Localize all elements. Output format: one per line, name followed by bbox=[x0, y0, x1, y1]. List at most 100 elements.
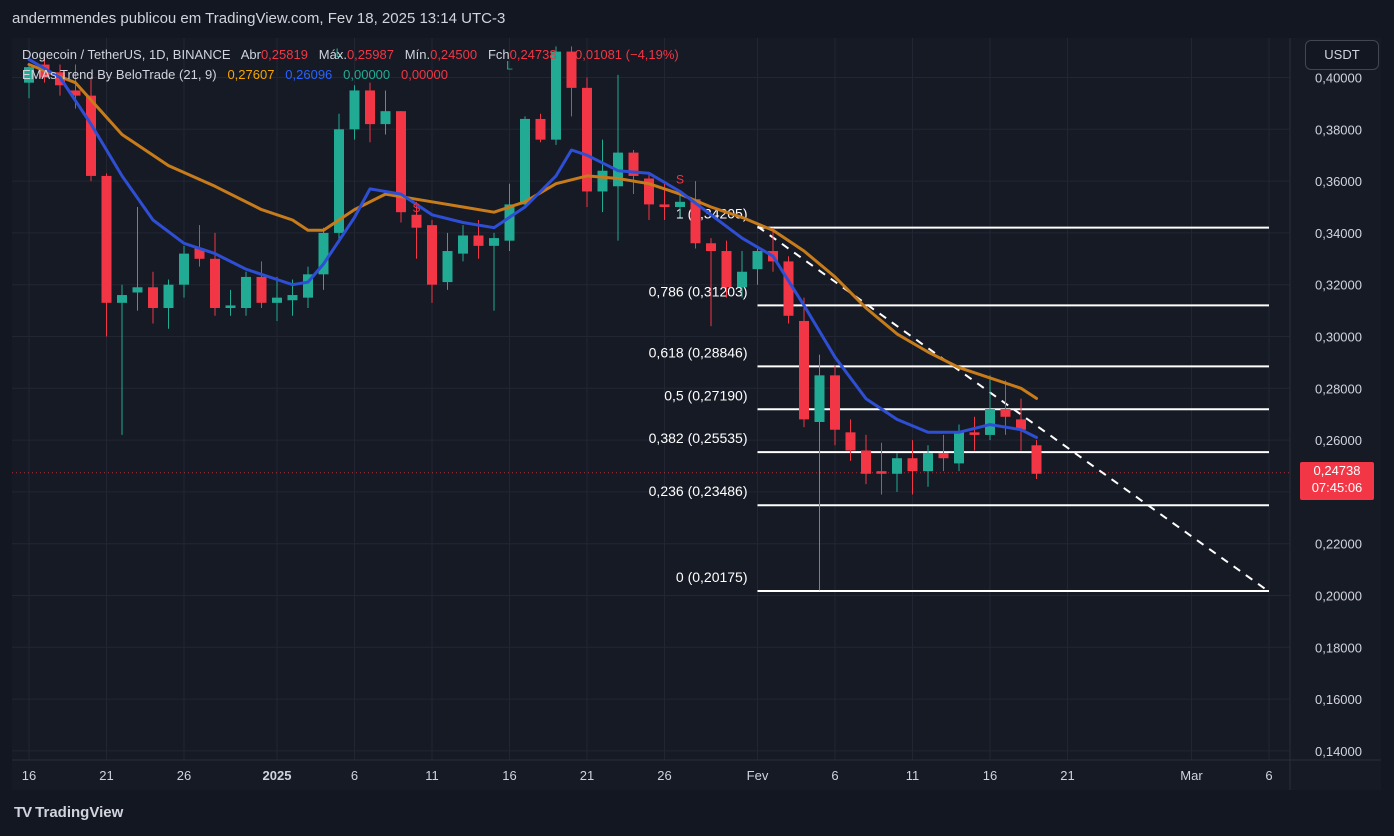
candle bbox=[489, 232, 499, 311]
candle-body bbox=[675, 201, 685, 207]
close-value: 0,24738 bbox=[509, 47, 557, 62]
candle bbox=[427, 219, 437, 303]
ema-9-line bbox=[27, 57, 1038, 439]
candle-body bbox=[117, 295, 127, 303]
indicator-name[interactable]: EMAs Trend By BeloTrade (21, 9) bbox=[22, 67, 217, 82]
publisher-text: andermmendes publicou em TradingView.com… bbox=[12, 10, 506, 27]
candle bbox=[675, 194, 685, 218]
ema-21-line bbox=[27, 63, 1038, 400]
time-tick-label: 26 bbox=[657, 768, 671, 783]
signal-marker: S bbox=[676, 173, 684, 187]
candle-body bbox=[194, 248, 205, 259]
candle-body bbox=[551, 51, 561, 140]
candle-body bbox=[706, 243, 716, 252]
fib-level-label: 0,382 (0,25535) bbox=[649, 430, 748, 446]
candle bbox=[1016, 398, 1026, 451]
candle bbox=[194, 225, 205, 267]
candle bbox=[690, 181, 701, 249]
candle bbox=[272, 276, 282, 321]
candle bbox=[799, 297, 809, 428]
indicator-value-short: 0,00000 bbox=[400, 67, 448, 82]
indicator-value-long: 0,00000 bbox=[343, 67, 391, 82]
candle bbox=[969, 416, 980, 451]
candle bbox=[861, 434, 871, 485]
header-bar: andermmendes publicou em TradingView.com… bbox=[0, 0, 1394, 38]
candle bbox=[86, 77, 96, 182]
open-label: Abr bbox=[240, 47, 261, 62]
price-tick-label: 0,16000 bbox=[1315, 692, 1362, 707]
candle bbox=[117, 284, 127, 435]
high-value: 0,25987 bbox=[346, 47, 394, 62]
indicator-value-ema21: 0,27607 bbox=[227, 67, 275, 82]
candle-body bbox=[334, 129, 344, 233]
candle bbox=[24, 64, 34, 99]
price-tick-label: 0,34000 bbox=[1315, 226, 1362, 241]
candle-body bbox=[504, 204, 515, 241]
last-price-value: 0,24738 bbox=[1313, 463, 1361, 478]
candle-body bbox=[799, 320, 809, 420]
close-label: Fch bbox=[487, 47, 510, 62]
candle-body bbox=[985, 409, 995, 435]
time-tick-label: 16 bbox=[983, 768, 997, 783]
time-tick-label: 6 bbox=[351, 768, 358, 783]
candle-body bbox=[210, 258, 220, 309]
bar-countdown: 07:45:06 bbox=[1311, 480, 1363, 495]
candle bbox=[1031, 440, 1042, 479]
price-tick-label: 0,26000 bbox=[1315, 433, 1362, 448]
candle-body bbox=[473, 235, 484, 246]
candle-body bbox=[24, 67, 34, 83]
time-tick-label: 6 bbox=[1265, 768, 1272, 783]
candle-body bbox=[132, 287, 143, 293]
symbol-row: Dogecoin / TetherUS, 1D, BINANCE Abr0,25… bbox=[22, 45, 679, 65]
indicator-row: EMAs Trend By BeloTrade (21, 9) 0,27607 … bbox=[22, 65, 679, 85]
time-tick-label: 11 bbox=[906, 768, 920, 783]
grid-lines bbox=[12, 38, 1381, 790]
candle-body bbox=[303, 274, 313, 298]
candle bbox=[380, 90, 391, 135]
candle bbox=[241, 271, 251, 316]
candle-body bbox=[644, 178, 654, 205]
tradingview-logo[interactable]: TV TradingView bbox=[14, 804, 123, 821]
candle bbox=[582, 77, 592, 207]
tradingview-logo-text: TradingView bbox=[35, 804, 124, 821]
time-tick-label: 2025 bbox=[263, 768, 292, 783]
candle-body bbox=[814, 375, 825, 422]
candle-body bbox=[892, 458, 902, 474]
change-value: −0,01081 (−4,19%) bbox=[567, 47, 679, 62]
open-value: 0,25819 bbox=[260, 47, 308, 62]
time-tick-label: 11 bbox=[425, 768, 439, 783]
candle-body bbox=[876, 471, 887, 474]
low-label: Mín. bbox=[404, 47, 431, 62]
candle-body bbox=[349, 90, 360, 130]
last-price-tag: 0,24738 07:45:06 bbox=[1300, 462, 1374, 500]
currency-button[interactable]: USDT bbox=[1305, 40, 1379, 70]
candle-body bbox=[256, 276, 267, 303]
candle-body bbox=[752, 251, 763, 270]
candle-body bbox=[923, 453, 933, 472]
candle-body bbox=[721, 251, 732, 288]
candle-body bbox=[582, 87, 592, 192]
candle-body bbox=[783, 261, 794, 316]
candle bbox=[101, 173, 112, 337]
symbol-name[interactable]: Dogecoin / TetherUS, 1D, BINANCE bbox=[22, 47, 231, 62]
time-tick-label: 16 bbox=[22, 768, 36, 783]
candle bbox=[179, 245, 189, 298]
candle bbox=[985, 375, 995, 441]
price-axis: 0,40000 0,38000 0,36000 0,34000 0,32000 0,300… bbox=[1315, 71, 1362, 759]
candle-body bbox=[101, 175, 112, 303]
candle-body bbox=[427, 225, 437, 285]
price-tick-label: 0,18000 bbox=[1315, 640, 1362, 655]
candle-body bbox=[241, 276, 251, 309]
candle-body bbox=[225, 305, 236, 309]
candle-body bbox=[442, 251, 453, 283]
candle-body bbox=[597, 170, 608, 192]
candle-body bbox=[163, 284, 174, 309]
fib-level-label: 0 (0,20175) bbox=[676, 569, 748, 585]
chart-area[interactable] bbox=[12, 38, 1381, 790]
candle-body bbox=[659, 204, 670, 207]
time-tick-label: 21 bbox=[99, 768, 113, 783]
time-tick-label: Fev bbox=[747, 768, 769, 783]
candle-body bbox=[489, 238, 499, 246]
candle-body bbox=[86, 95, 96, 176]
